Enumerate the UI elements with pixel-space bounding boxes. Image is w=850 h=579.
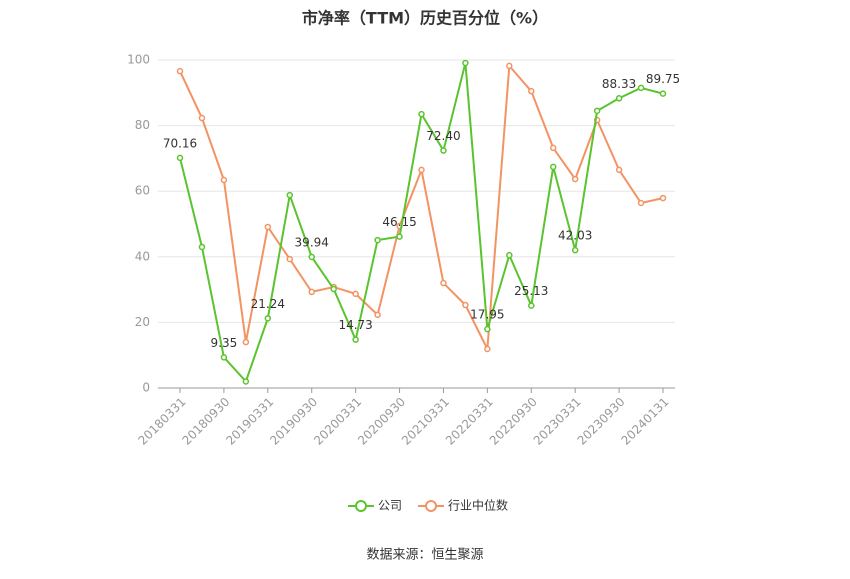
data-point: [308, 288, 315, 296]
data-label: 89.75: [646, 72, 680, 86]
y-tick-label: 60: [135, 184, 150, 198]
y-tick-label: 0: [142, 381, 150, 395]
legend-item[interactable]: 行业中位数: [418, 498, 508, 513]
y-tick-label: 20: [135, 315, 150, 329]
data-label: 17.95: [470, 308, 504, 322]
data-point: [659, 194, 667, 202]
data-point: [506, 251, 513, 259]
data-point: [418, 110, 425, 118]
source-note: 数据来源：恒生聚源: [366, 548, 483, 563]
data-point: [571, 246, 579, 254]
data-point: [440, 279, 447, 287]
data-point: [549, 163, 557, 171]
data-label: 72.40: [426, 129, 460, 143]
y-tick-label: 40: [135, 249, 150, 263]
data-point: [528, 302, 535, 309]
data-label: 39.94: [295, 235, 329, 249]
data-point: [462, 59, 469, 67]
data-point: [462, 301, 469, 309]
data-label: 70.16: [163, 136, 197, 150]
data-point: [264, 315, 272, 322]
data-point: [264, 223, 272, 231]
data-point: [528, 87, 535, 95]
legend-marker: [355, 500, 367, 512]
data-point: [198, 243, 206, 251]
data-point: [176, 67, 184, 75]
data-point: [484, 325, 491, 333]
data-point: [242, 378, 250, 385]
data-point: [198, 114, 206, 122]
data-point: [440, 147, 447, 154]
data-point: [286, 191, 294, 199]
data-point: [615, 166, 623, 174]
data-label: 46.15: [382, 215, 416, 229]
legend-label: 公司: [378, 499, 402, 513]
data-point: [308, 253, 315, 261]
data-point: [176, 154, 184, 162]
data-point: [637, 199, 645, 207]
data-point: [330, 285, 337, 293]
x-tick-label: 20240131: [619, 395, 672, 448]
data-label: 25.13: [514, 284, 548, 298]
data-point: [286, 255, 294, 263]
data-point: [593, 107, 601, 115]
data-point: [659, 90, 667, 97]
data-point: [484, 345, 491, 353]
data-point: [396, 233, 403, 240]
legend-marker: [425, 500, 437, 512]
data-label: 9.35: [211, 336, 238, 350]
chart-title: 市净率（TTM）历史百分位（%）: [302, 9, 548, 28]
legend-item[interactable]: 公司: [348, 499, 402, 513]
data-point: [352, 336, 359, 343]
series-line: [179, 62, 664, 384]
data-point: [615, 95, 623, 102]
data-label: 42.03: [558, 229, 592, 243]
data-label: 88.33: [602, 77, 636, 91]
data-point: [242, 338, 250, 346]
data-point: [220, 176, 228, 184]
legend-label: 行业中位数: [448, 498, 508, 513]
data-point: [374, 311, 381, 319]
data-point: [506, 62, 513, 70]
data-point: [220, 354, 228, 361]
data-point: [637, 84, 645, 92]
data-point: [352, 290, 359, 298]
y-tick-label: 100: [127, 53, 150, 67]
y-tick-label: 80: [135, 118, 150, 132]
data-label: 21.24: [251, 297, 285, 311]
data-point: [374, 236, 381, 244]
data-point: [418, 166, 425, 174]
data-label: 14.73: [338, 318, 372, 332]
data-point: [571, 175, 579, 183]
data-point: [549, 144, 557, 152]
